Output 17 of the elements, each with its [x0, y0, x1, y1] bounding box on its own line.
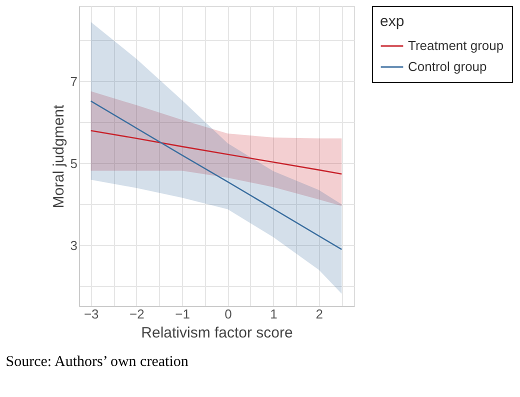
line-series: [90, 130, 342, 175]
legend-label: Treatment group: [408, 38, 504, 53]
x-tick-label: −3: [84, 306, 99, 322]
x-axis-title: Relativism factor score: [141, 324, 293, 342]
y-tick-label: 7: [70, 74, 78, 89]
x-tick-label: 1: [270, 306, 278, 322]
y-axis-title: Moral judgment: [50, 104, 68, 208]
x-tick-label: −2: [130, 306, 144, 322]
y-tick-label: 3: [70, 238, 78, 253]
line-series: [90, 100, 342, 250]
x-tick-label: −1: [175, 306, 190, 322]
source-note: Source: Authors’ own creation: [6, 354, 189, 370]
y-tick-label: 5: [70, 156, 78, 171]
x-tick-label: 2: [316, 306, 323, 322]
legend-label: Control group: [408, 59, 487, 74]
legend-title: exp: [380, 13, 404, 30]
x-tick-label: 0: [224, 306, 232, 322]
